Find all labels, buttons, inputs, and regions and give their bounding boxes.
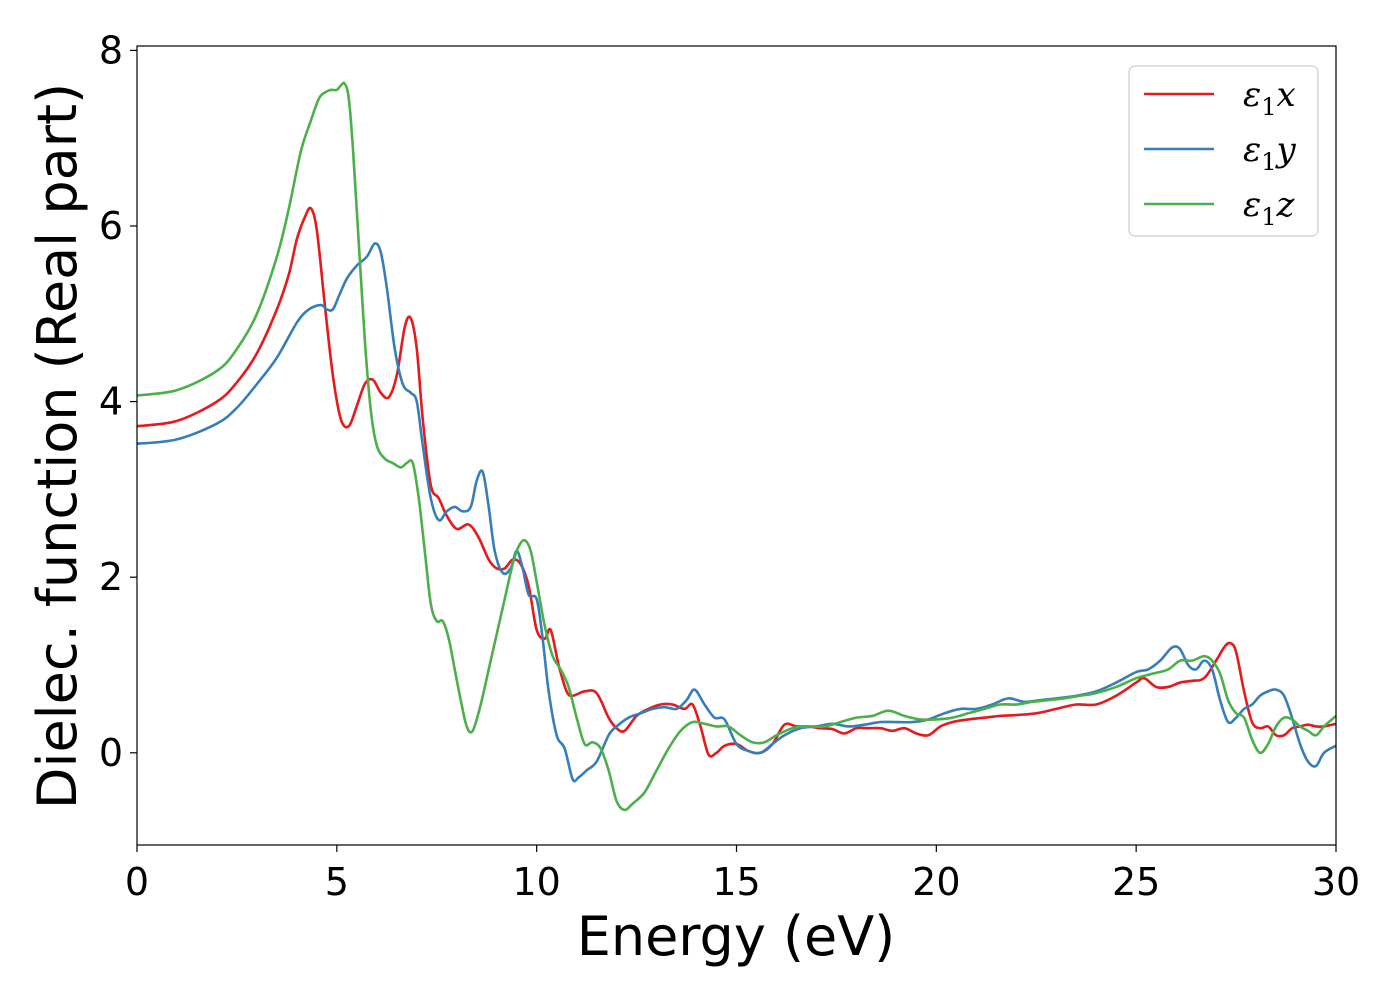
x-tick-label: 0	[125, 860, 149, 904]
y-tick-label: 8	[99, 28, 123, 72]
y-tick-label: 6	[99, 204, 123, 248]
legend-axis: x	[1277, 75, 1296, 115]
y-axis: 0 2 4 6 8	[99, 28, 137, 775]
x-axis: 0 5 10 15 20 25 30	[125, 845, 1360, 904]
legend-axis: y	[1275, 130, 1297, 170]
legend-box	[1128, 65, 1319, 237]
series-line-y	[137, 242, 1336, 783]
legend-symbol: ε	[1243, 75, 1261, 115]
x-tick-label: 20	[912, 860, 960, 904]
legend-label-x: ε1x	[1243, 75, 1296, 121]
legend-symbol: ε	[1243, 130, 1261, 170]
y-tick-label: 2	[99, 555, 123, 599]
legend-subscript: 1	[1261, 148, 1276, 176]
x-tick-label: 15	[712, 860, 760, 904]
legend-label-z: ε1z	[1243, 185, 1296, 231]
legend-axis: z	[1276, 185, 1296, 225]
legend-subscript: 1	[1261, 203, 1276, 231]
x-tick-label: 25	[1112, 860, 1160, 904]
series-line-z	[137, 81, 1336, 812]
series-group	[137, 81, 1336, 812]
y-tick-label: 0	[99, 731, 123, 775]
legend-subscript: 1	[1261, 93, 1276, 121]
x-tick-label: 30	[1312, 860, 1360, 904]
x-tick-label: 5	[325, 860, 349, 904]
legend-label-y: ε1y	[1243, 130, 1297, 176]
y-tick-label: 4	[99, 380, 123, 424]
x-axis-label: Energy (eV)	[577, 905, 896, 968]
y-axis-label: Dielec. function (Real part)	[26, 83, 89, 809]
legend-symbol: ε	[1243, 185, 1261, 225]
x-tick-label: 10	[512, 860, 560, 904]
